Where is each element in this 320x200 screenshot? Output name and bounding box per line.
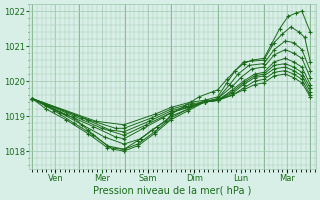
X-axis label: Pression niveau de la mer( hPa ): Pression niveau de la mer( hPa ) — [93, 186, 252, 196]
